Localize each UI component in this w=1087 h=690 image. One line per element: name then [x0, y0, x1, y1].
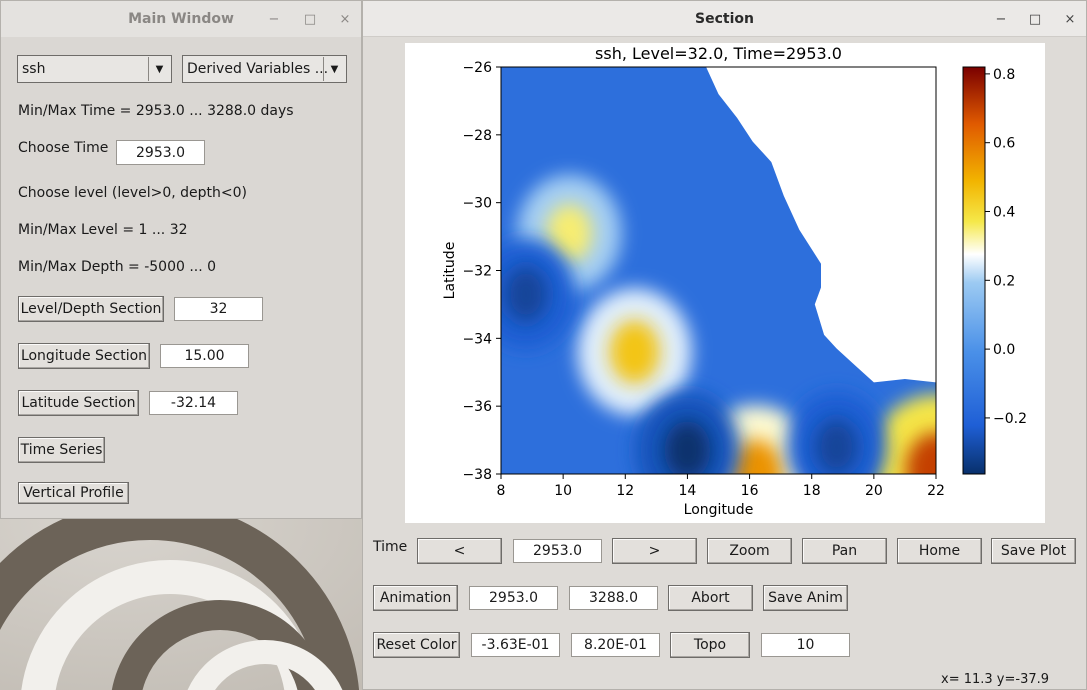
x-tick-label: 10: [554, 483, 572, 499]
time-series-button[interactable]: Time Series: [18, 437, 105, 463]
x-tick-label: 18: [803, 483, 821, 499]
main-window-title: Main Window: [128, 11, 234, 27]
level-section-input[interactable]: 32: [174, 297, 263, 321]
x-tick-label: 8: [497, 483, 506, 499]
colorbar-tick-label: −0.2: [993, 411, 1027, 427]
colorbar-tick-label: 0.4: [993, 204, 1015, 220]
color-min-input[interactable]: -3.63E-01: [471, 633, 560, 657]
minmax-time-label: Min/Max Time = 2953.0 ... 3288.0 days: [18, 103, 294, 119]
level-depth-section-button[interactable]: Level/Depth Section: [18, 296, 164, 322]
latitude-section-input[interactable]: -32.14: [149, 391, 238, 415]
derived-variables-select[interactable]: Derived Variables ... ▼: [182, 55, 347, 83]
section-window: Section − □ × ssh, Level=32.0, Time=2953…: [362, 0, 1087, 690]
longitude-section-button[interactable]: Longitude Section: [18, 343, 150, 369]
y-axis-label: Latitude: [442, 242, 458, 300]
x-axis-label: Longitude: [684, 502, 754, 518]
y-tick-label: −30: [462, 196, 492, 212]
vertical-profile-button[interactable]: Vertical Profile: [18, 482, 129, 504]
colorbar: [962, 66, 986, 475]
latitude-section-button[interactable]: Latitude Section: [18, 390, 139, 416]
chevron-down-icon[interactable]: ▼: [323, 57, 345, 81]
main-window-titlebar[interactable]: Main Window: [1, 1, 361, 37]
colorbar-tick-label: 0.8: [993, 67, 1015, 83]
chart-title: ssh, Level=32.0, Time=2953.0: [595, 44, 842, 63]
cold-eddy-west: [504, 266, 548, 323]
ssh-heatmap-chart: ssh, Level=32.0, Time=2953.0 8 10 12 14 16 18 2…: [442, 44, 1027, 518]
y-tick-label: −26: [462, 60, 492, 76]
animation-end-input[interactable]: 3288.0: [569, 586, 658, 610]
previous-time-button[interactable]: <: [417, 538, 502, 564]
x-tick-label: 12: [616, 483, 634, 499]
minmax-depth-label: Min/Max Depth = -5000 ... 0: [18, 259, 217, 275]
field-features: [501, 67, 936, 474]
close-icon[interactable]: ×: [339, 11, 351, 27]
animation-start-input[interactable]: 2953.0: [469, 586, 558, 610]
warm-band-south: [728, 439, 783, 474]
colorbar-tick-label: 0.0: [993, 342, 1015, 358]
topo-input[interactable]: 10: [761, 633, 850, 657]
time-input[interactable]: 2953.0: [513, 539, 602, 563]
next-time-button[interactable]: >: [612, 538, 697, 564]
maximize-icon[interactable]: □: [1028, 11, 1042, 27]
variable-select-value: ssh: [22, 61, 46, 77]
longitude-section-input[interactable]: 15.00: [160, 344, 249, 368]
choose-time-input[interactable]: 2953.0: [116, 140, 205, 165]
choose-time-label: Choose Time: [18, 140, 109, 156]
x-tick-label: 20: [865, 483, 883, 499]
warm-eddy-north: [546, 203, 593, 263]
y-tick-label: −32: [462, 264, 492, 280]
y-tick-label: −36: [462, 399, 492, 415]
save-anim-button[interactable]: Save Anim: [763, 585, 848, 611]
time-label: Time: [373, 539, 408, 555]
section-window-title: Section: [695, 10, 754, 27]
reset-color-button[interactable]: Reset Color: [373, 632, 460, 658]
x-tick-label: 14: [679, 483, 697, 499]
y-tick-label: −38: [462, 467, 492, 483]
x-tick-label: 16: [741, 483, 759, 499]
close-icon[interactable]: ×: [1064, 11, 1076, 27]
save-plot-button[interactable]: Save Plot: [991, 538, 1076, 564]
land-mask: [706, 67, 936, 383]
color-max-input[interactable]: 8.20E-01: [571, 633, 660, 657]
maximize-icon[interactable]: □: [303, 11, 317, 27]
cold-eddy-southeast: [814, 418, 859, 474]
minmax-level-label: Min/Max Level = 1 ... 32: [18, 222, 188, 238]
home-button[interactable]: Home: [897, 538, 982, 564]
cursor-coordinates-readout: x= 11.3 y=-37.9: [941, 672, 1050, 687]
chevron-down-icon[interactable]: ▼: [148, 57, 170, 81]
main-window: Main Window − □ × ssh ▼ Derived Variable…: [0, 0, 362, 519]
minimize-icon[interactable]: −: [268, 11, 280, 27]
variable-select[interactable]: ssh ▼: [17, 55, 172, 83]
section-window-titlebar[interactable]: Section: [363, 1, 1086, 37]
warm-corner-southeast: [905, 432, 936, 474]
pan-button[interactable]: Pan: [802, 538, 887, 564]
y-tick-label: −28: [462, 128, 492, 144]
y-tick-label: −34: [462, 331, 492, 347]
warm-eddy-central: [609, 320, 660, 384]
topo-button[interactable]: Topo: [670, 632, 750, 658]
zoom-button[interactable]: Zoom: [707, 538, 792, 564]
minimize-icon[interactable]: −: [995, 11, 1007, 27]
x-tick-label: 22: [927, 483, 945, 499]
cold-eddy-south: [664, 420, 711, 474]
colorbar-tick-label: 0.2: [993, 273, 1015, 289]
choose-level-label: Choose level (level>0, depth<0): [18, 185, 248, 201]
abort-button[interactable]: Abort: [668, 585, 753, 611]
derived-variables-value: Derived Variables ...: [187, 61, 329, 77]
colorbar-tick-label: 0.6: [993, 136, 1015, 152]
animation-button[interactable]: Animation: [373, 585, 458, 611]
plot-canvas[interactable]: ssh, Level=32.0, Time=2953.0 8 10 12 14 16 18 2…: [405, 43, 1045, 523]
